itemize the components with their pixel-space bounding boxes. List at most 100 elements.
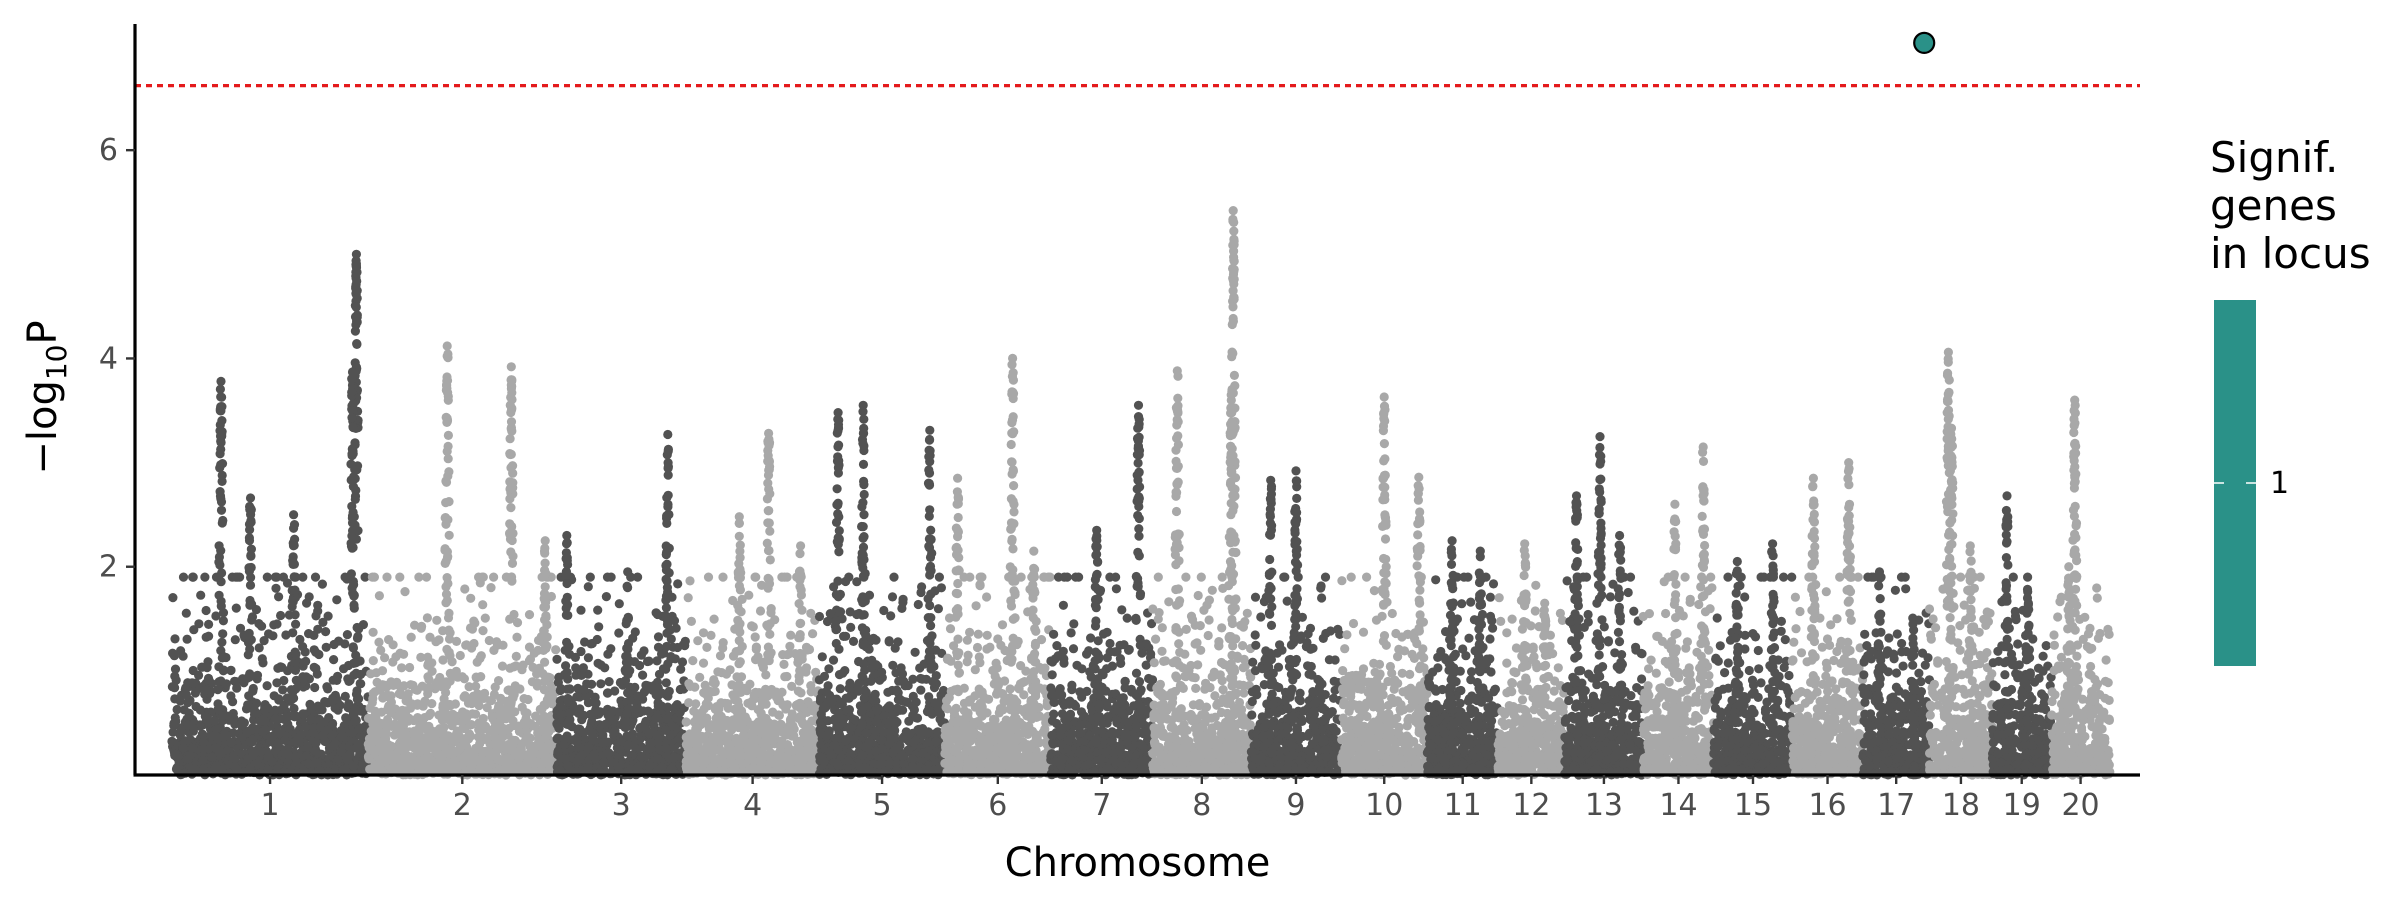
data-point-chr-1: [304, 592, 314, 602]
data-point-chr-3: [653, 701, 663, 711]
peak-point-chr-2: [506, 362, 516, 372]
data-point-chr-1: [340, 691, 350, 702]
data-point-chr-4: [780, 572, 790, 582]
data-point-chr-1: [247, 599, 257, 609]
data-point-chr-2: [382, 572, 392, 582]
data-point-chr-2: [540, 640, 550, 650]
data-point-chr-1: [349, 580, 359, 590]
data-point-chr-5: [893, 637, 903, 647]
data-point-chr-5: [908, 754, 918, 764]
data-point-chr-5: [832, 456, 843, 466]
data-point-chr-1: [288, 552, 298, 562]
data-point-chr-2: [473, 689, 483, 699]
data-point-chr-4: [734, 581, 745, 591]
data-point-chr-1: [200, 572, 210, 582]
data-point-chr-1: [175, 696, 185, 706]
data-point-chr-3: [638, 706, 648, 716]
data-point-chr-4: [735, 553, 745, 563]
data-point-chr-4: [764, 545, 774, 556]
data-point-chr-3: [635, 660, 645, 671]
data-point-chr-1: [323, 684, 333, 694]
data-point-chr-4: [706, 746, 716, 756]
data-point-chr-5: [859, 480, 869, 490]
data-point-chr-1: [244, 519, 255, 529]
data-point-chr-4: [761, 734, 771, 744]
data-point-chr-2: [409, 729, 419, 739]
peak-point-chr-4: [734, 512, 744, 522]
data-point-chr-3: [562, 578, 572, 589]
data-point-chr-4: [762, 620, 772, 630]
data-point-chr-2: [492, 640, 502, 650]
data-point-chr-3: [562, 684, 572, 694]
data-point-chr-1: [291, 619, 301, 629]
data-point-chr-2: [459, 752, 469, 762]
data-point-chr-1: [352, 622, 362, 633]
data-point-chr-2: [471, 673, 481, 683]
data-point-chr-4: [747, 730, 757, 740]
data-point-chr-2: [368, 656, 378, 666]
data-point-chr-3: [624, 740, 634, 750]
data-point-chr-1: [289, 523, 299, 533]
data-point-chr-1: [348, 526, 358, 536]
data-point-chr-1: [217, 518, 227, 528]
peak-point-chr-1: [245, 493, 256, 503]
data-point-chr-1: [270, 572, 280, 582]
data-point-chr-2: [410, 684, 421, 695]
data-point-chr-5: [872, 706, 882, 716]
data-point-chr-4: [749, 694, 759, 704]
data-point-chr-2: [505, 494, 515, 504]
data-point-chr-2: [527, 677, 538, 687]
data-point-chr-2: [380, 741, 390, 752]
peak-point-chr-5: [833, 408, 843, 418]
data-point-chr-2: [521, 720, 531, 730]
data-point-chr-4: [699, 752, 709, 762]
data-point-chr-1: [254, 643, 264, 653]
data-point-chr-2: [545, 756, 555, 766]
data-point-chr-1: [290, 752, 300, 762]
data-point-chr-4: [692, 724, 703, 734]
data-point-chr-3: [594, 622, 604, 632]
data-point-chr-2: [425, 708, 436, 719]
data-point-chr-4: [764, 465, 774, 475]
data-point-chr-5: [872, 717, 882, 727]
data-point-chr-4: [744, 747, 755, 757]
data-point-chr-3: [662, 628, 672, 638]
data-point-chr-5: [888, 660, 898, 670]
data-point-chr-3: [664, 686, 674, 696]
data-point-chr-3: [575, 704, 585, 714]
data-point-chr-2: [478, 572, 488, 582]
data-point-chr-4: [763, 642, 774, 652]
data-point-chr-5: [821, 687, 832, 697]
data-point-chr-1: [328, 675, 338, 685]
data-point-chr-1: [273, 663, 283, 673]
data-point-chr-1: [230, 635, 240, 645]
data-point-chr-1: [244, 535, 255, 546]
data-point-chr-3: [561, 603, 571, 613]
data-point-chr-1: [310, 746, 320, 756]
data-point-chr-4: [768, 707, 778, 717]
data-point-chr-3: [563, 693, 573, 704]
data-point-chr-3: [588, 731, 598, 742]
data-point-chr-4: [724, 749, 734, 759]
data-point-chr-2: [427, 699, 437, 709]
data-point-chr-2: [541, 611, 551, 621]
data-point-chr-4: [736, 687, 746, 698]
data-point-chr-1: [289, 693, 299, 703]
data-point-chr-2: [386, 677, 396, 687]
data-point-chr-5: [858, 571, 869, 581]
data-point-chr-1: [195, 705, 205, 715]
data-point-chr-3: [555, 765, 565, 775]
data-point-chr-4: [795, 630, 805, 640]
data-point-chr-2: [441, 598, 451, 608]
data-point-chr-1: [179, 705, 189, 715]
data-point-chr-1: [248, 750, 258, 761]
data-point-chr-1: [178, 743, 188, 753]
data-point-chr-2: [540, 657, 550, 667]
data-point-chr-4: [777, 687, 787, 697]
data-point-chr-5: [913, 599, 923, 610]
data-point-chr-3: [603, 649, 613, 659]
data-point-chr-1: [352, 633, 363, 643]
data-point-chr-1: [216, 596, 226, 606]
data-point-chr-1: [209, 716, 219, 726]
data-point-chr-4: [797, 654, 807, 664]
